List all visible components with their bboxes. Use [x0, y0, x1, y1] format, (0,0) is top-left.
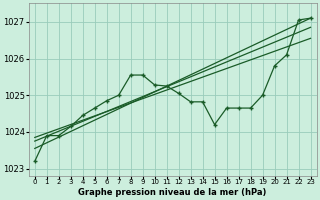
X-axis label: Graphe pression niveau de la mer (hPa): Graphe pression niveau de la mer (hPa): [78, 188, 267, 197]
